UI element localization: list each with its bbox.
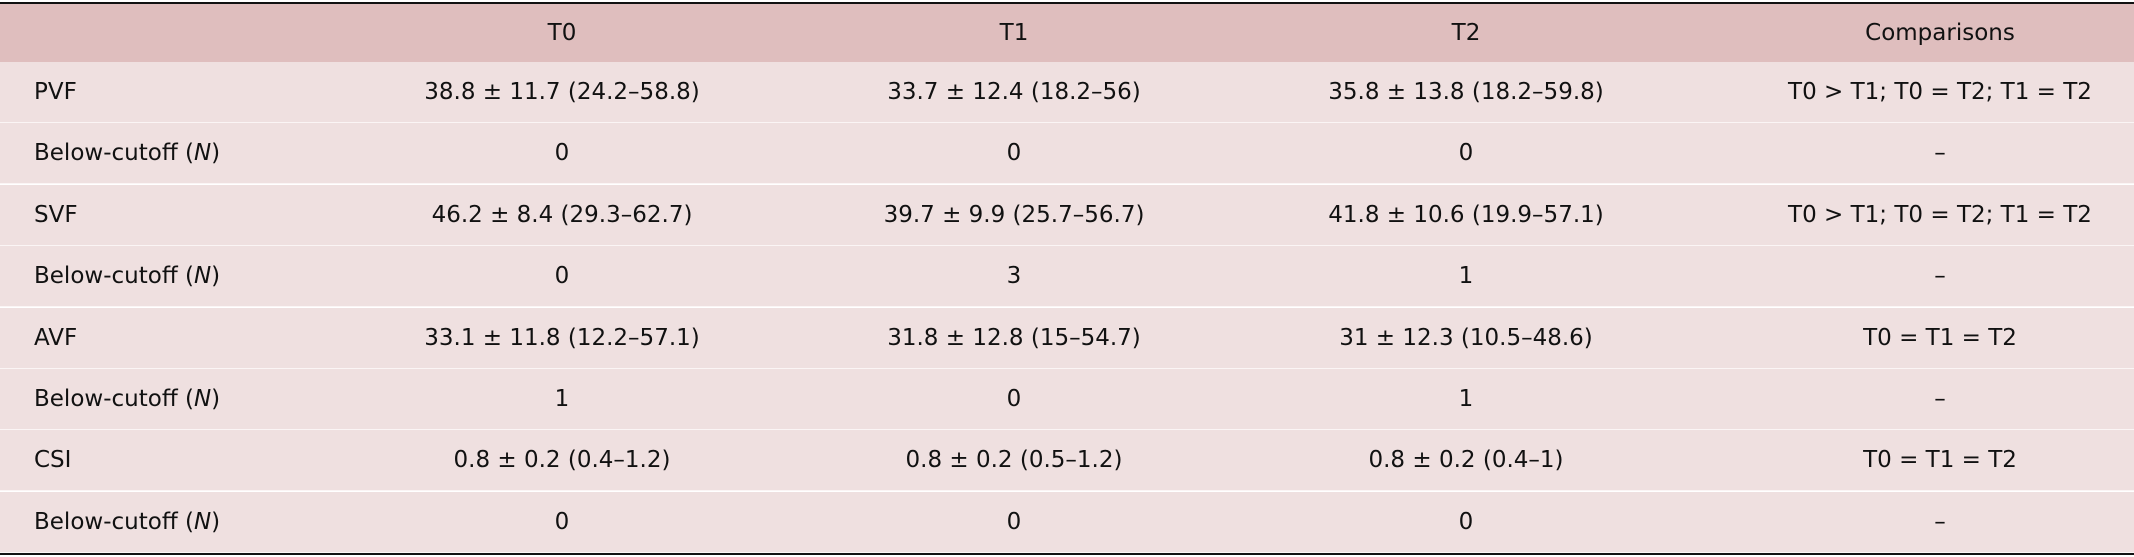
- row-label: Below-cutoff (N): [34, 123, 220, 183]
- table-cell: 0: [554, 140, 570, 167]
- table-cell: 0: [1458, 508, 1474, 535]
- label-part: CSI: [34, 447, 72, 474]
- table-cell: 31 ± 12.3 (10.5–48.6): [1339, 324, 1593, 351]
- table-row: Below-cutoff (N) 0 0 0 –: [0, 491, 2134, 553]
- row-label: PVF: [34, 62, 77, 122]
- label-part: Below-cutoff (: [34, 386, 194, 412]
- table-row: Below-cutoff (N) 1 0 1 –: [0, 369, 2134, 430]
- table-cell: 0: [554, 508, 570, 535]
- header-cell: T0: [547, 20, 577, 46]
- header-cell: T2: [1451, 20, 1481, 46]
- header-cell: T1: [999, 20, 1029, 46]
- table-row: SVF 46.2 ± 8.4 (29.3–62.7) 39.7 ± 9.9 (25.…: [0, 184, 2134, 246]
- table-cell: 0.8 ± 0.2 (0.5–1.2): [905, 447, 1123, 474]
- bottom-rule: [0, 553, 2134, 555]
- label-part: Below-cutoff (: [34, 140, 194, 167]
- table-cell: T0 = T1 = T2: [1863, 324, 2017, 351]
- table-cell: 1: [1458, 386, 1474, 412]
- table-cell: 46.2 ± 8.4 (29.3–62.7): [431, 201, 693, 228]
- row-label: CSI: [34, 430, 71, 490]
- table-row: Below-cutoff (N) 0 3 1 –: [0, 246, 2134, 308]
- row-label: Below-cutoff (N): [34, 369, 220, 429]
- table-cell: T0 = T1 = T2: [1863, 447, 2017, 474]
- label-part: ): [211, 508, 221, 535]
- table-cell: 38.8 ± 11.7 (24.2–58.8): [424, 79, 700, 105]
- table-cell: –: [1934, 263, 1946, 290]
- table-cell: –: [1934, 386, 1946, 412]
- table-cell: –: [1934, 508, 1946, 535]
- label-part: ): [211, 140, 221, 167]
- table-cell: 39.7 ± 9.9 (25.7–56.7): [883, 201, 1145, 228]
- table-cell: T0 > T1; T0 = T2; T1 = T2: [1788, 79, 2092, 105]
- row-label: Below-cutoff (N): [34, 246, 220, 306]
- table-cell: 41.8 ± 10.6 (19.9–57.1): [1328, 201, 1604, 228]
- label-part: SVF: [34, 201, 78, 228]
- table-cell: 33.7 ± 12.4 (18.2–56): [887, 79, 1141, 105]
- table-row: PVF 38.8 ± 11.7 (24.2–58.8) 33.7 ± 12.4 (1…: [0, 62, 2134, 123]
- label-part: N: [193, 140, 212, 167]
- label-part: N: [193, 263, 212, 290]
- label-part: ): [211, 263, 221, 290]
- header-row: T0 T1 T2 Comparisons: [0, 2, 2134, 62]
- table-row: AVF 33.1 ± 11.8 (12.2–57.1) 31.8 ± 12.8 (1…: [0, 307, 2134, 369]
- header-cell: Comparisons: [1865, 20, 2015, 46]
- label-part: AVF: [34, 324, 78, 351]
- table-cell: 0: [1006, 140, 1022, 167]
- table-cell: 0: [1458, 140, 1474, 167]
- table-cell: 0.8 ± 0.2 (0.4–1.2): [453, 447, 671, 474]
- label-part: Below-cutoff (: [34, 508, 194, 535]
- table-cell: 31.8 ± 12.8 (15–54.7): [887, 324, 1141, 351]
- table-cell: 0: [1006, 508, 1022, 535]
- row-label: AVF: [34, 308, 77, 368]
- table-row: CSI 0.8 ± 0.2 (0.4–1.2) 0.8 ± 0.2 (0.5–1.2…: [0, 430, 2134, 492]
- table-row: Below-cutoff (N) 0 0 0 –: [0, 123, 2134, 185]
- row-label: Below-cutoff (N): [34, 492, 220, 552]
- label-part: ): [211, 386, 221, 412]
- table-cell: 0: [1006, 386, 1022, 412]
- table-cell: 1: [1458, 263, 1474, 290]
- table-cell: 0: [554, 263, 570, 290]
- row-label: SVF: [34, 185, 78, 245]
- table-cell: 33.1 ± 11.8 (12.2–57.1): [424, 324, 700, 351]
- label-part: N: [193, 386, 212, 412]
- label-part: PVF: [34, 79, 77, 105]
- table-cell: 3: [1006, 263, 1022, 290]
- table-cell: –: [1934, 140, 1946, 167]
- table-cell: T0 > T1; T0 = T2; T1 = T2: [1788, 201, 2092, 228]
- table-cell: 0.8 ± 0.2 (0.4–1): [1368, 447, 1564, 474]
- table-cell: 35.8 ± 13.8 (18.2–59.8): [1328, 79, 1604, 105]
- table-cell: 1: [554, 386, 570, 412]
- label-part: Below-cutoff (: [34, 263, 194, 290]
- label-part: N: [193, 508, 212, 535]
